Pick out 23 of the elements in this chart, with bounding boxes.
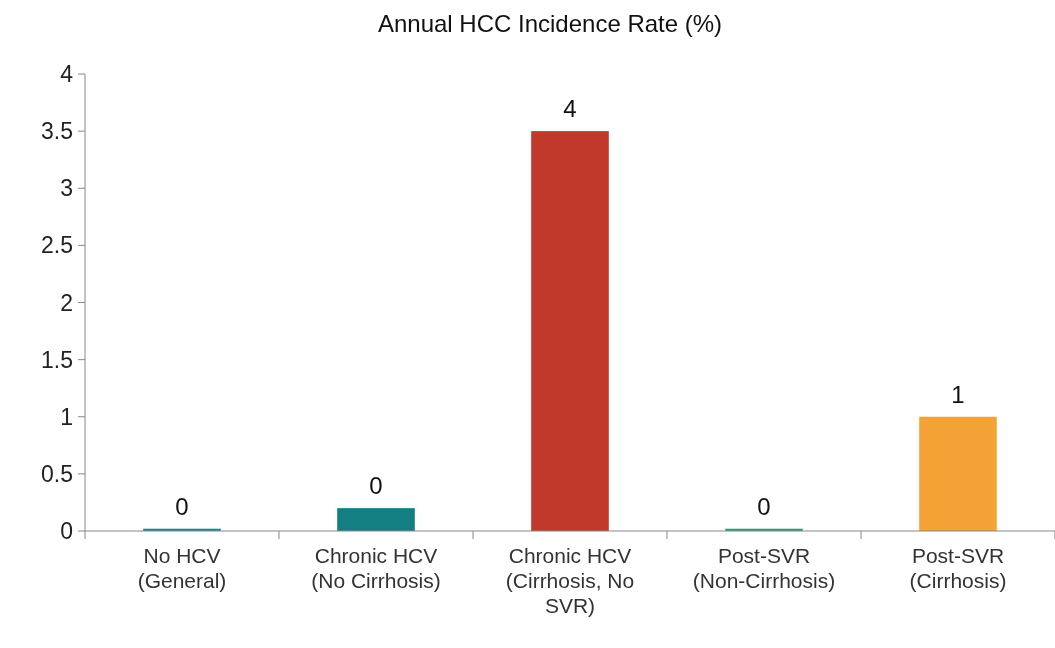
y-tick-label: 2 — [60, 289, 73, 316]
x-tick-label: No HCV (General) — [137, 544, 227, 592]
y-tick-label: 1 — [60, 403, 73, 430]
bar — [919, 416, 997, 531]
bar — [337, 508, 415, 531]
data-label: 0 — [369, 472, 383, 500]
y-tick-label: 1.5 — [41, 346, 73, 373]
data-label: 1 — [951, 380, 965, 408]
chart-title: Annual HCC Incidence Rate (%) — [377, 10, 723, 37]
y-tick-label: 0 — [60, 518, 73, 545]
x-tick-label: Post-SVR (Cirrhosis) — [909, 544, 1007, 592]
x-tick-label: Chronic HCV (Cirrhosis, No SVR) — [505, 544, 635, 617]
data-label: 0 — [757, 492, 771, 520]
x-tick-label: Chronic HCV (No Cirrhosis) — [311, 544, 441, 592]
data-label: 4 — [563, 95, 577, 123]
x-tick-label: Post-SVR (Non-Cirrhosis) — [692, 544, 836, 592]
data-label: 0 — [175, 492, 189, 520]
bar — [531, 131, 609, 531]
y-tick-label: 2.5 — [41, 232, 73, 259]
y-tick-label: 4 — [60, 61, 74, 88]
y-tick-label: 3.5 — [41, 118, 73, 145]
y-tick-label: 3 — [60, 175, 73, 202]
y-tick-label: 0.5 — [41, 460, 73, 487]
